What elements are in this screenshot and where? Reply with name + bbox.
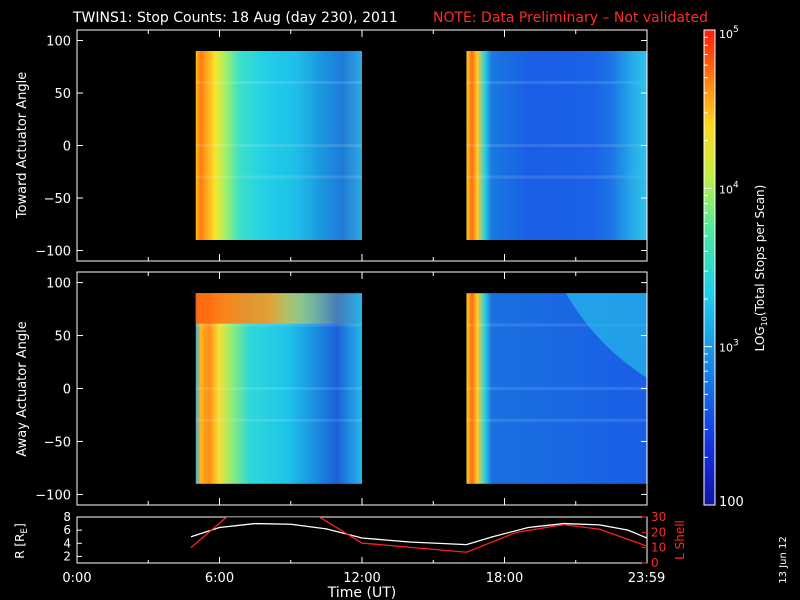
toward-ytick-label: −100 xyxy=(35,245,71,260)
colorbar-tick-label: 104 xyxy=(719,180,739,196)
chart-title: TWINS1: Stop Counts: 18 Aug (day 230), 2… xyxy=(72,10,398,26)
toward-angle-band xyxy=(466,81,647,84)
l-shell-line xyxy=(190,517,647,553)
orbit-right-ytick-label: 30 xyxy=(651,510,666,524)
toward-angle-band xyxy=(195,81,362,84)
x-tick-label: 0:00 xyxy=(62,571,91,586)
away-ylabel: Away Actuator Angle xyxy=(15,321,30,456)
away-ytick-label: 50 xyxy=(54,330,71,345)
colorbar-tick-label: 103 xyxy=(719,339,739,355)
toward-angle-band xyxy=(466,175,647,179)
toward-angle-band xyxy=(195,144,362,147)
away-ytick-label: −100 xyxy=(35,488,71,503)
colorbar-label: LOG10(Total Stops per Scan) xyxy=(753,185,769,352)
orbit-right-ytick-label: 10 xyxy=(651,541,666,555)
away-angle-band xyxy=(466,418,647,422)
toward-ytick-label: 0 xyxy=(63,140,71,155)
toward-ytick-label: −50 xyxy=(44,192,71,207)
x-tick-label: 23:59 xyxy=(628,571,665,586)
colorbar: 105 104 103 100 LOG10(Total Stops per Scan) xyxy=(703,25,769,510)
toward-angle-band xyxy=(466,144,647,147)
away-angle-band xyxy=(466,323,647,327)
colorbar-tick-label: 105 xyxy=(719,25,739,41)
away-angle-band xyxy=(195,323,362,327)
orbit-left-ytick-label: 2 xyxy=(63,549,71,563)
toward-ylabel: Toward Actuator Angle xyxy=(15,72,30,219)
away-high-angle-band xyxy=(195,293,362,324)
x-tick-label: 6:00 xyxy=(205,571,234,586)
orbit-right-ytick-label: 0 xyxy=(651,556,659,570)
x-tick-label: 18:00 xyxy=(486,571,523,586)
preliminary-note: NOTE: Data Preliminary – Not validated xyxy=(433,10,708,26)
away-data-block-1 xyxy=(195,293,362,484)
away-ytick-label: 100 xyxy=(46,277,71,292)
x-tick-label: 12:00 xyxy=(343,571,380,586)
toward-ytick-label: 50 xyxy=(54,87,71,102)
x-axis-label: Time (UT) xyxy=(327,585,396,600)
away-ytick-label: −50 xyxy=(44,435,71,450)
toward-high-count-edge xyxy=(610,51,647,240)
orbit-left-ytick-label: 4 xyxy=(63,536,71,550)
away-ytick-label: 0 xyxy=(63,383,71,398)
orbit-left-ylabel: R [RE] xyxy=(13,523,30,559)
colorbar-tick-label: 100 xyxy=(719,495,744,510)
orbit-left-ytick-label: 8 xyxy=(63,510,71,524)
away-angle-band xyxy=(466,387,647,390)
toward-panel: 100 50 0 −50 −100 Toward Actuator Angle xyxy=(15,29,648,262)
away-angle-band xyxy=(195,387,362,390)
orbit-left-ytick-label: 6 xyxy=(63,523,71,537)
footer-date: 13 Jun 12 xyxy=(778,536,789,583)
colorbar-scale xyxy=(703,29,716,506)
away-panel: 100 50 0 −50 −100 Away Actuator Angle xyxy=(15,271,648,506)
toward-angle-band xyxy=(195,175,362,179)
away-high-count-wedge xyxy=(565,293,647,378)
toward-ytick-label: 100 xyxy=(46,35,71,50)
orbit-right-ytick-label: 20 xyxy=(651,525,666,539)
toward-data-block-1 xyxy=(195,51,362,240)
away-angle-band xyxy=(195,418,362,422)
radius-line xyxy=(190,522,647,546)
orbit-right-ylabel: L Shell xyxy=(673,520,687,560)
